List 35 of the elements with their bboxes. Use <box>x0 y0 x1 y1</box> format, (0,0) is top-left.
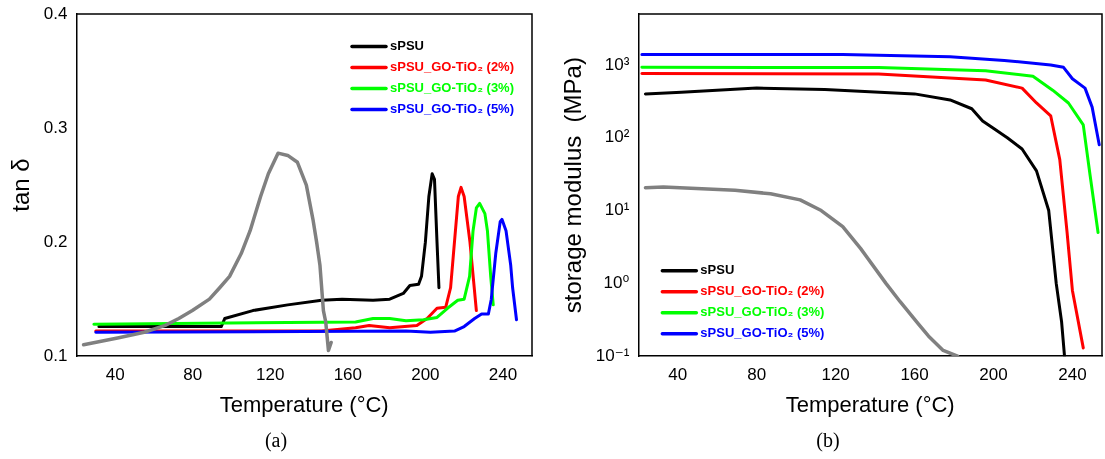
legend-label: sPSU_GO-TiO₂ (3%) <box>389 80 515 96</box>
x-tick-label: 80 <box>183 365 203 385</box>
legend-label: sPSU <box>700 262 735 278</box>
x-tick-label: 200 <box>979 365 1008 385</box>
y-tick-label: 10² <box>604 127 630 147</box>
y-tick-label: 10⁰ <box>603 273 630 293</box>
legend-label: sPSU <box>389 38 424 54</box>
x-axis-title: Temperature (°C) <box>219 391 389 417</box>
text: (b) <box>815 428 841 453</box>
y-tick-label: 0.3 <box>43 117 68 137</box>
legend-label: sPSU_GO-TiO₂ (5%) <box>389 101 515 117</box>
x-tick-label: 200 <box>411 365 440 385</box>
y-tick-label: 10¹ <box>604 200 630 220</box>
y-tick-label: 0.1 <box>43 345 68 365</box>
y-tick-label: 0.4 <box>43 3 68 23</box>
x-tick-label: 40 <box>105 365 125 385</box>
legend-label: sPSU_GO-TiO₂ (5%) <box>700 325 825 341</box>
x-tick-label: 120 <box>821 365 850 385</box>
legend-label: sPSU_GO-TiO₂ (3%) <box>700 304 825 320</box>
x-axis-title: Temperature (°C) <box>785 391 955 417</box>
y-axis-title: storage modulus (MPa) <box>559 57 587 314</box>
legend-label: sPSU_GO-TiO₂ (2%) <box>700 283 825 299</box>
x-tick-label: 240 <box>1058 365 1087 385</box>
text: (a) <box>263 428 289 454</box>
y-tick-label: 10³ <box>604 54 630 74</box>
x-tick-label: 160 <box>333 365 363 385</box>
y-tick-label: 10⁻¹ <box>595 345 630 365</box>
y-axis-title: tan δ <box>7 158 35 212</box>
x-tick-label: 240 <box>488 365 518 385</box>
x-tick-label: 120 <box>256 365 285 385</box>
x-tick-label: 40 <box>668 365 688 385</box>
x-tick-label: 80 <box>747 365 767 385</box>
legend-label: sPSU_GO-TiO₂ (2%) <box>389 59 515 75</box>
x-tick-label: 160 <box>900 365 929 385</box>
y-tick-label: 0.2 <box>43 231 68 251</box>
